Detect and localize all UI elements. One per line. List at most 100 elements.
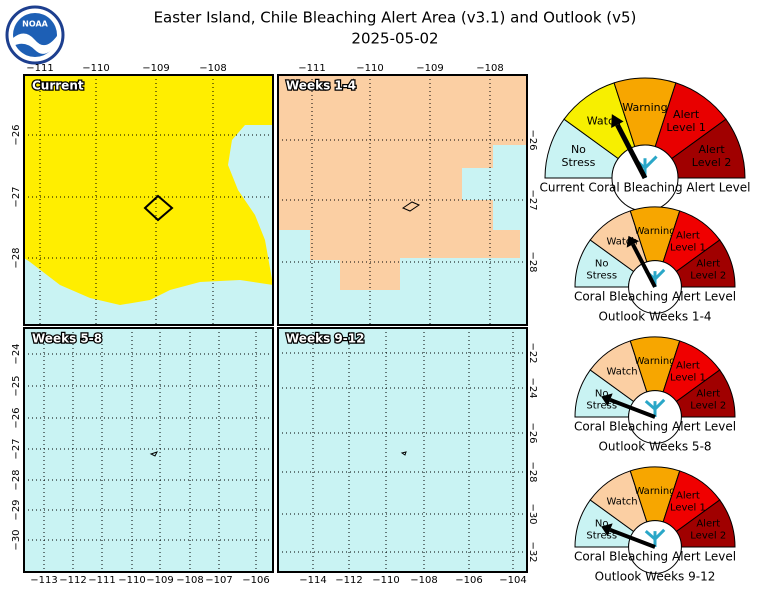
lat-tick-label: −28	[527, 461, 538, 482]
panel-label: Weeks 5-8	[32, 332, 102, 346]
lat-tick-label: −32	[527, 541, 538, 562]
level-label: Level 2	[690, 401, 726, 412]
lon-tick-label: −112	[59, 575, 86, 586]
level-label: Warning	[634, 356, 675, 367]
lat-tick-label: −24	[11, 343, 22, 364]
lat-tick-label: −22	[527, 342, 538, 363]
map-frame	[277, 327, 528, 573]
lon-tick-label: −110	[356, 63, 383, 74]
gauge-caption: Coral Bleaching Alert Level	[574, 550, 736, 564]
lat-tick-label: −26	[11, 407, 22, 428]
lon-tick-label: −110	[372, 575, 399, 586]
level-label: Alert	[696, 389, 720, 400]
lat-tick-label: −27	[11, 186, 22, 207]
map-weeks9-fill	[278, 328, 527, 572]
level-label: Watch	[607, 497, 638, 508]
level-label: Stress	[586, 271, 617, 282]
lat-tick-label: −25	[11, 375, 22, 396]
level-label: Stress	[562, 156, 596, 169]
level-label: Warning	[634, 486, 675, 497]
coral-icon	[644, 528, 666, 547]
level-label: Level 2	[690, 271, 726, 282]
map-weeks5-fill	[24, 328, 273, 572]
lat-tick-label: −26	[11, 124, 22, 145]
lon-tick-label: −110	[118, 575, 145, 586]
gauge-needle	[609, 528, 656, 549]
svg-text:NOAA: NOAA	[22, 20, 48, 29]
island	[143, 194, 421, 457]
map-frame	[23, 327, 274, 573]
level-label: Level 2	[690, 531, 726, 542]
lon-tick-label: −108	[410, 575, 437, 586]
level-label: Alert	[676, 361, 700, 372]
panel-label: Weeks 9-12	[286, 332, 364, 346]
coral-icon	[644, 398, 666, 417]
lon-tick-label: −106	[242, 575, 269, 586]
gauge-caption: Coral Bleaching Alert Level	[574, 290, 736, 304]
lon-tick-label: −107	[205, 575, 232, 586]
lon-tick-label: −113	[30, 575, 57, 586]
gauge-needle	[615, 123, 648, 180]
lon-tick-label: −108	[199, 63, 226, 74]
level-label: Alert	[676, 491, 700, 502]
panel-label: Weeks 1-4	[286, 79, 356, 93]
lat-tick-label: −29	[11, 499, 22, 520]
lon-tick-label: −104	[499, 575, 526, 586]
lon-tick-label: −111	[26, 63, 53, 74]
level-label: No	[571, 143, 586, 156]
level-label: Warning	[622, 101, 667, 114]
noaa-logo: NOAA	[5, 5, 65, 65]
lon-tick-label: −109	[416, 63, 443, 74]
gauge-caption: Outlook Weeks 1-4	[598, 310, 711, 324]
lat-tick-label: −28	[527, 251, 538, 272]
level-label: Level 1	[666, 121, 706, 134]
lat-tick-label: −30	[11, 529, 22, 550]
level-label: Watch	[607, 367, 638, 378]
level-label: Warning	[634, 226, 675, 237]
lat-tick-label: −26	[527, 129, 538, 150]
level-label: Level 1	[670, 373, 706, 384]
level-label: Alert	[673, 108, 700, 121]
level-label: No	[595, 519, 609, 530]
map-frame	[23, 74, 274, 326]
date: 2025-05-02	[351, 30, 438, 48]
level-label: Level 2	[692, 156, 732, 169]
gauge-caption: Outlook Weeks 9-12	[595, 570, 716, 584]
title: Easter Island, Chile Bleaching Alert Are…	[154, 9, 637, 27]
lat-tick-label: −30	[527, 503, 538, 524]
lon-tick-label: −106	[455, 575, 482, 586]
level-label: No	[595, 389, 609, 400]
lon-tick-label: −108	[176, 575, 203, 586]
lon-tick-label: −111	[88, 575, 115, 586]
gauge-needle	[609, 398, 656, 419]
map-frame	[277, 74, 528, 326]
lon-tick-label: −108	[476, 63, 503, 74]
level-label: Alert	[696, 519, 720, 530]
level-label: Alert	[676, 231, 700, 242]
lon-tick-label: −114	[299, 575, 326, 586]
lat-tick-label: −28	[11, 469, 22, 490]
lon-tick-label: −109	[146, 575, 173, 586]
lon-tick-label: −111	[298, 63, 325, 74]
lat-tick-label: −27	[11, 438, 22, 459]
level-label: Stress	[586, 401, 617, 412]
gauge-caption: Current Coral Bleaching Alert Level	[540, 181, 751, 195]
lon-tick-label: −110	[82, 63, 109, 74]
gauge-caption: Coral Bleaching Alert Level	[574, 420, 736, 434]
lon-tick-label: −109	[142, 63, 169, 74]
gauge-caption: Outlook Weeks 5-8	[598, 440, 711, 454]
map-weeks1-fill	[278, 75, 527, 325]
level-label: Alert	[696, 259, 720, 270]
lat-tick-label: −27	[527, 189, 538, 210]
lon-tick-label: −112	[335, 575, 362, 586]
map-current-fill	[24, 75, 273, 325]
lat-tick-label: −28	[11, 247, 22, 268]
lat-tick-label: −24	[527, 377, 538, 398]
needle-head	[626, 235, 640, 248]
level-label: Level 1	[670, 503, 706, 514]
level-label: Alert	[698, 143, 725, 156]
level-label: Stress	[586, 531, 617, 542]
needle-head	[611, 114, 624, 128]
needle-head	[601, 393, 613, 407]
